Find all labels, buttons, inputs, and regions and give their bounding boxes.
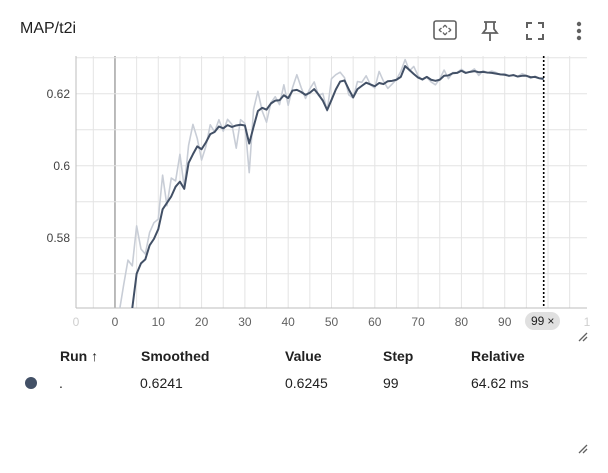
line-chart[interactable]: 0.58 0.6 0.62 0 10 20 30 40 50 60 70 80 90 0 1 (0, 50, 608, 345)
card-title: MAP/t2i (20, 20, 77, 37)
series-line-smoothed (131, 65, 544, 308)
cell-relative: 64.62 ms (471, 375, 529, 391)
series-line-raw (119, 58, 544, 308)
step-marker-chip[interactable]: 99 × (525, 312, 561, 330)
y-tick-label: 0.62 (47, 87, 71, 101)
x-tick-label: 90 (498, 315, 512, 329)
resize-handle-bottom-icon[interactable] (578, 444, 588, 454)
x-tick-label-faint: 1 (584, 315, 591, 329)
y-tick-label: 0.58 (47, 231, 71, 245)
x-tick-label: 80 (455, 315, 469, 329)
header-relative: Relative (471, 348, 525, 364)
cell-smoothed: 0.6241 (140, 375, 183, 391)
fit-domain-button[interactable] (428, 14, 462, 48)
header-smoothed: Smoothed (141, 348, 210, 364)
card-toolbar (428, 14, 598, 48)
y-tick-label: 0.6 (53, 159, 70, 173)
more-options-button[interactable] (562, 14, 596, 48)
fit-domain-icon (433, 20, 457, 40)
pin-icon (481, 21, 499, 41)
x-tick-label: 60 (368, 315, 382, 329)
x-tick-label: 30 (238, 315, 252, 329)
cell-step: 99 (383, 375, 399, 391)
header-value: Value (285, 348, 322, 364)
x-tick-label: 50 (325, 315, 339, 329)
x-tick-label: 20 (195, 315, 209, 329)
cell-run: . (59, 375, 63, 391)
chart-area[interactable]: 0.58 0.6 0.62 0 10 20 30 40 50 60 70 80 90 0 1 99 × (0, 50, 608, 345)
run-color-dot (25, 377, 37, 389)
x-tick-label: 10 (152, 315, 166, 329)
x-tick-label-faint: 0 (73, 315, 80, 329)
x-tick-label: 40 (282, 315, 296, 329)
fullscreen-button[interactable] (518, 14, 552, 48)
close-icon[interactable]: × (547, 314, 555, 328)
x-tick-label: 70 (411, 315, 425, 329)
pin-button[interactable] (473, 14, 507, 48)
x-tick-label: 0 (112, 315, 119, 329)
header-step: Step (383, 348, 414, 364)
more-vert-icon (576, 21, 582, 41)
cell-value: 0.6245 (285, 375, 328, 391)
header-run[interactable]: Run ↑ (60, 348, 99, 364)
step-marker-label: 99 (531, 314, 545, 328)
fullscreen-icon (526, 22, 544, 40)
resize-handle-icon[interactable] (578, 332, 588, 342)
